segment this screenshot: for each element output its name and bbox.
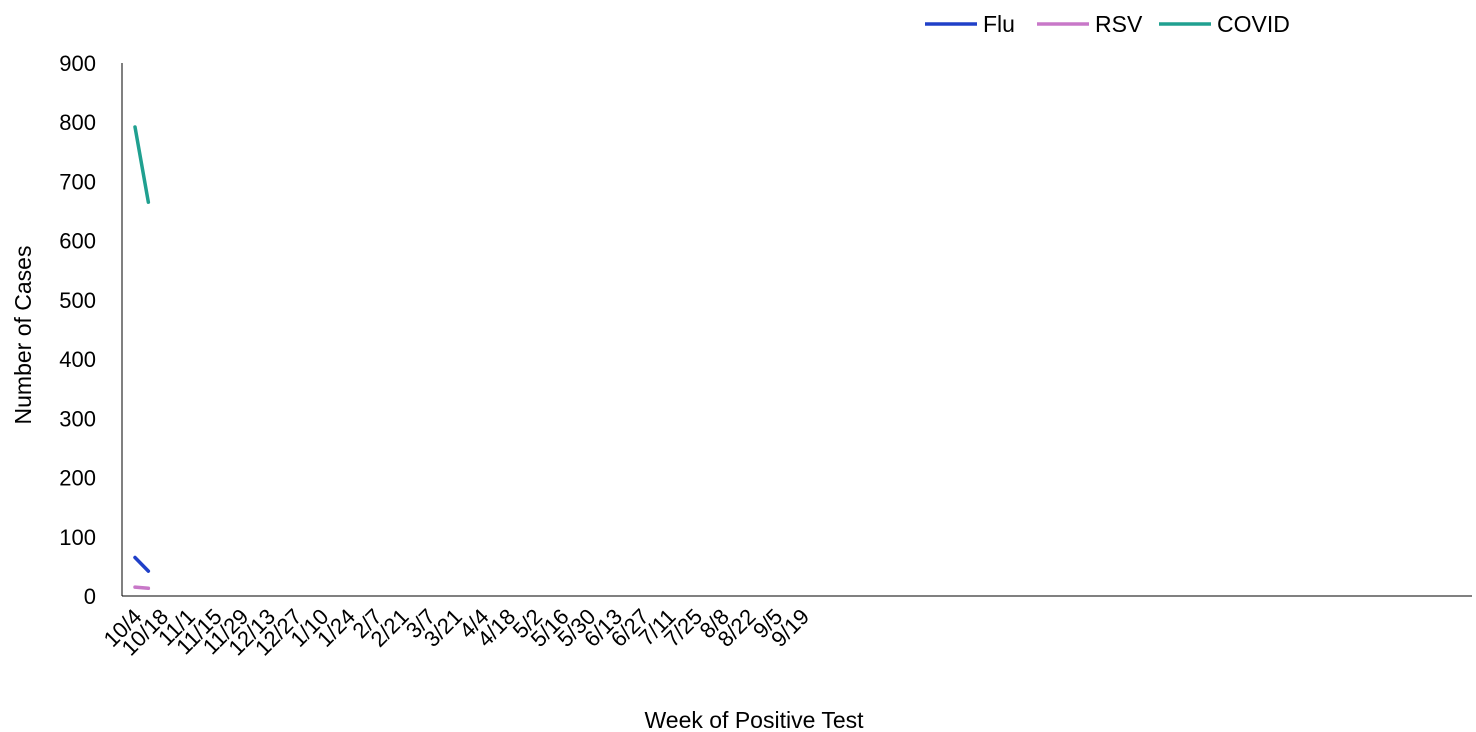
y-axis-title: Number of Cases xyxy=(10,246,36,425)
legend-label-covid: COVID xyxy=(1217,11,1290,37)
series-lines xyxy=(133,125,151,591)
y-tick-label: 800 xyxy=(59,110,96,135)
y-tick-label: 100 xyxy=(59,525,96,550)
x-axis-tick-labels: 10/410/1811/111/1511/2912/1312/271/101/2… xyxy=(99,604,814,661)
legend-label-rsv: RSV xyxy=(1095,11,1143,37)
y-tick-label: 600 xyxy=(59,229,96,254)
y-axis-tick-labels: 0 100 200 300 400 500 600 700 800 900 xyxy=(59,51,96,609)
series-line-covid xyxy=(133,125,151,204)
y-tick-label: 300 xyxy=(59,406,96,431)
y-tick-label: 500 xyxy=(59,288,96,313)
legend-label-flu: Flu xyxy=(983,11,1015,37)
series-line-flu xyxy=(133,555,151,573)
y-tick-label: 400 xyxy=(59,347,96,372)
legend: Flu RSV COVID xyxy=(925,11,1290,37)
series-line-rsv xyxy=(133,585,151,591)
y-tick-label: 200 xyxy=(59,466,96,491)
y-tick-label: 0 xyxy=(84,584,96,609)
x-axis-title: Week of Positive Test xyxy=(644,707,864,732)
y-tick-label: 900 xyxy=(59,51,96,76)
y-tick-label: 700 xyxy=(59,169,96,194)
axes xyxy=(121,63,1472,597)
